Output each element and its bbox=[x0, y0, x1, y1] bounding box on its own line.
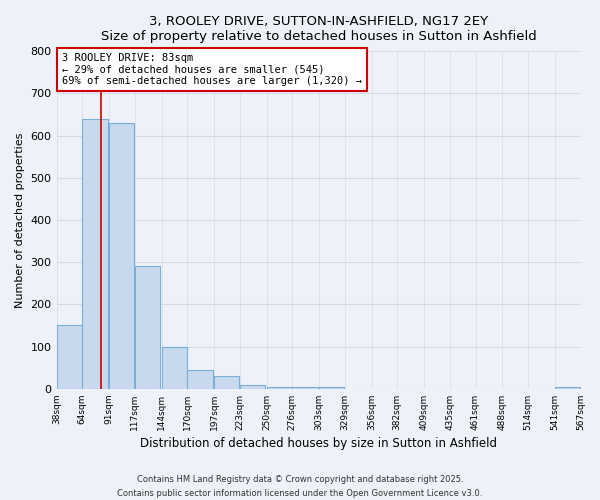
X-axis label: Distribution of detached houses by size in Sutton in Ashfield: Distribution of detached houses by size … bbox=[140, 437, 497, 450]
Y-axis label: Number of detached properties: Number of detached properties bbox=[15, 132, 25, 308]
Bar bbox=[214, 376, 239, 389]
Text: Contains HM Land Registry data © Crown copyright and database right 2025.
Contai: Contains HM Land Registry data © Crown c… bbox=[118, 476, 482, 498]
Text: 3 ROOLEY DRIVE: 83sqm
← 29% of detached houses are smaller (545)
69% of semi-det: 3 ROOLEY DRIVE: 83sqm ← 29% of detached … bbox=[62, 53, 362, 86]
Bar bbox=[135, 266, 160, 389]
Bar bbox=[109, 123, 134, 389]
Bar bbox=[555, 386, 580, 389]
Bar bbox=[319, 386, 344, 389]
Bar bbox=[187, 370, 212, 389]
Bar bbox=[56, 326, 82, 389]
Bar bbox=[240, 384, 265, 389]
Bar bbox=[82, 118, 107, 389]
Bar bbox=[266, 386, 292, 389]
Title: 3, ROOLEY DRIVE, SUTTON-IN-ASHFIELD, NG17 2EY
Size of property relative to detac: 3, ROOLEY DRIVE, SUTTON-IN-ASHFIELD, NG1… bbox=[101, 15, 536, 43]
Bar bbox=[292, 386, 317, 389]
Bar bbox=[161, 346, 187, 389]
